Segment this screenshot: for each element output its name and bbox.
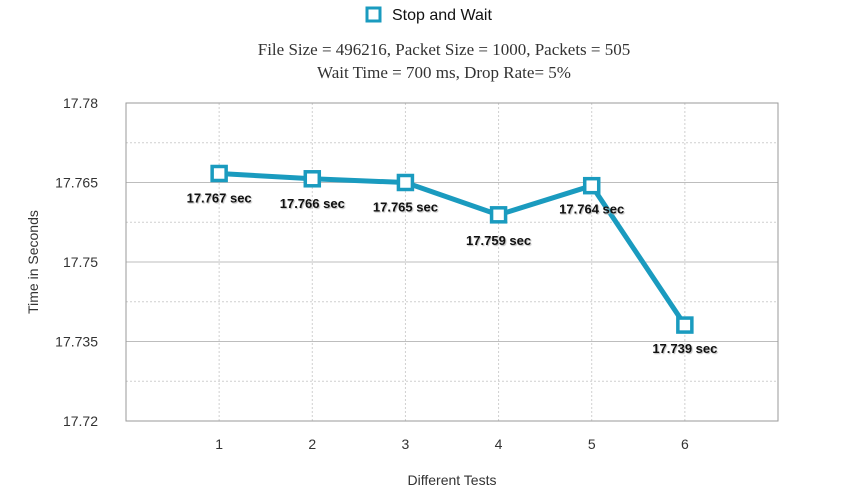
x-tick-label: 3 <box>402 436 410 452</box>
grid-lines <box>126 102 778 422</box>
x-tick-label: 2 <box>308 436 316 452</box>
legend-label-stop-and-wait: Stop and Wait <box>392 7 492 24</box>
series-stop-and-wait <box>210 164 694 334</box>
x-tick-label: 1 <box>215 436 223 452</box>
plot-border <box>125 102 779 422</box>
chart-subtitle-line-1: File Size = 496216, Packet Size = 1000, … <box>258 40 631 59</box>
data-label: 17.767 sec <box>187 190 252 205</box>
x-tick-label: 5 <box>588 436 596 452</box>
data-label: 17.766 sec <box>280 196 345 211</box>
y-tick-label: 17.765 <box>55 175 98 191</box>
data-point-marker <box>676 316 694 334</box>
legend-marker-stop-and-wait <box>365 6 382 23</box>
y-tick-label: 17.78 <box>63 95 98 111</box>
data-label: 17.739 sec <box>652 341 717 356</box>
data-labels: 17.767 sec 17.766 sec 17.765 sec 17.759 sec… <box>187 190 718 356</box>
x-axis-label: Different Tests <box>408 472 497 488</box>
data-point-marker <box>582 176 601 195</box>
data-label: 17.764 sec <box>559 202 624 217</box>
y-tick-label: 17.75 <box>63 254 98 270</box>
data-label: 17.759 sec <box>466 233 531 248</box>
y-tick-label: 17.72 <box>63 413 98 429</box>
y-axis-label: Time in Seconds <box>25 210 41 314</box>
chart-subtitle-line-2: Wait Time = 700 ms, Drop Rate= 5% <box>317 63 571 82</box>
data-point-marker <box>489 206 508 224</box>
plot-frame <box>125 102 779 422</box>
y-tick-label: 17.735 <box>55 334 98 350</box>
data-point-marker <box>210 164 228 183</box>
data-label: 17.765 sec <box>373 200 438 215</box>
data-point-marker <box>396 173 415 192</box>
y-axis-ticks: 17.78 17.765 17.75 17.735 17.72 <box>55 95 98 429</box>
legend: Stop and Wait <box>365 6 492 24</box>
series-line <box>216 170 688 328</box>
data-point-marker <box>303 170 322 188</box>
x-tick-label: 4 <box>495 436 503 452</box>
x-axis-ticks: 1 2 3 4 5 6 <box>215 436 689 452</box>
x-tick-label: 6 <box>681 436 689 452</box>
